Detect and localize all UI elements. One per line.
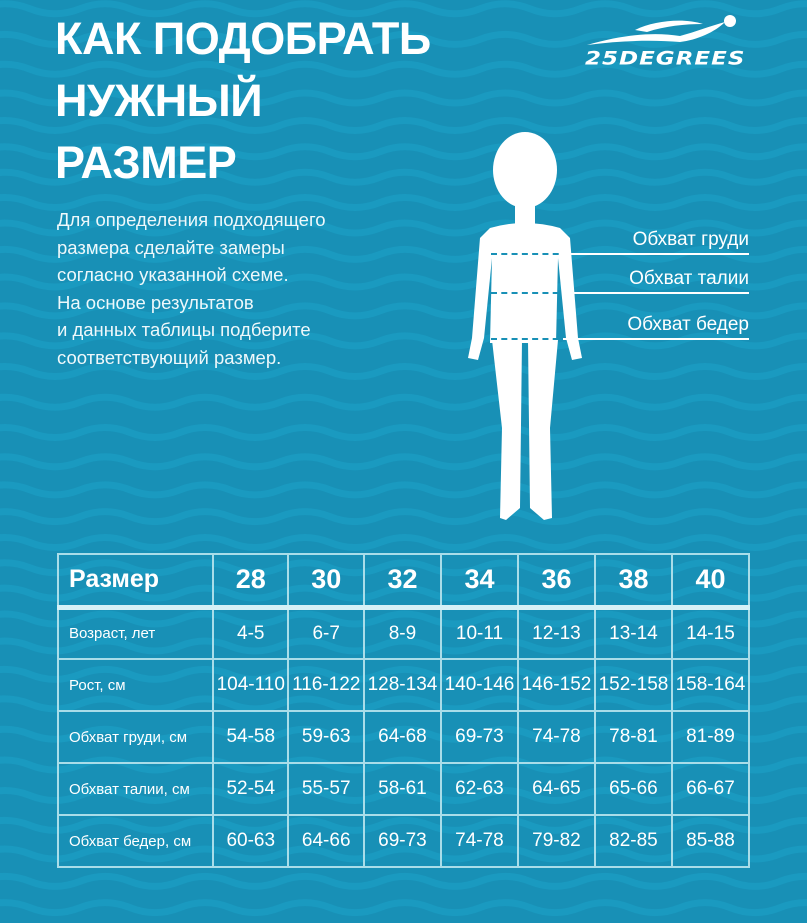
- table-cell: 74-78: [516, 710, 596, 764]
- table-cell: 38: [593, 553, 673, 610]
- table-cell: 69-73: [439, 710, 519, 764]
- description-line: согласно указанной схеме.: [57, 264, 289, 285]
- row-label: Возраст, лет: [57, 606, 214, 660]
- page-title: КАК ПОДОБРАТЬ НУЖНЫЙ РАЗМЕР: [55, 8, 431, 194]
- table-row: Рост, см 104-110 116-122 128-134 140-146 146-…: [57, 658, 751, 712]
- table-cell: 158-164: [670, 658, 751, 712]
- table-cell: 69-73: [362, 814, 442, 868]
- chest-label: Обхват груди: [632, 229, 749, 250]
- table-cell: 54-58: [211, 710, 290, 764]
- title-line: РАЗМЕР: [55, 137, 237, 188]
- table-cell: 4-5: [211, 606, 290, 660]
- table-cell: 30: [287, 553, 365, 610]
- table-cell: 34: [439, 553, 519, 610]
- title-line: КАК ПОДОБРАТЬ: [55, 13, 431, 64]
- swimmer-logo-icon: [587, 15, 736, 45]
- table-cell: 81-89: [670, 710, 751, 764]
- table-cell: 82-85: [593, 814, 673, 868]
- pointer-line: [563, 338, 749, 340]
- table-cell: 116-122: [287, 658, 365, 712]
- description-line: На основе результатов: [57, 291, 254, 313]
- table-cell: 8-9: [362, 606, 442, 660]
- description-line: соответствующий размер.: [57, 346, 282, 368]
- table-row: Возраст, лет 4-5 6-7 8-9 10-11 12-13 13-14 14-1…: [57, 606, 751, 660]
- table-cell: 6-7: [287, 606, 365, 660]
- table-cell: 128-134: [362, 658, 442, 712]
- description-line: размера сделайте замеры: [57, 236, 285, 258]
- row-label: Обхват талии, см: [57, 762, 214, 816]
- child-silhouette: [468, 132, 582, 520]
- table-cell: 28: [211, 553, 290, 610]
- brand-name: 25DEGREES: [585, 48, 746, 70]
- size-table: Размер 28 30 32 34 36 38 40 Возраст, лет 4-5 6-7 8-…: [57, 553, 751, 868]
- table-cell: 64-66: [287, 814, 365, 868]
- table-cell: 32: [362, 553, 442, 610]
- table-cell: 13-14: [593, 606, 673, 660]
- table-cell: 52-54: [211, 762, 290, 816]
- table-cell: 79-82: [516, 814, 596, 868]
- row-label: Размер: [57, 553, 214, 610]
- table-cell: 140-146: [439, 658, 519, 712]
- chest-line: [491, 253, 569, 255]
- table-cell: 152-158: [593, 658, 673, 712]
- table-row: Обхват талии, см 52-54 55-57 58-61 62-63 64-6…: [57, 762, 751, 816]
- table-cell: 14-15: [670, 606, 751, 660]
- waist-label: Обхват талии: [629, 268, 749, 289]
- table-header-row: Размер 28 30 32 34 36 38 40: [57, 553, 751, 610]
- table-cell: 62-63: [439, 762, 519, 816]
- table-cell: 74-78: [439, 814, 519, 868]
- table-cell: 66-67: [670, 762, 751, 816]
- description-line: и данных таблицы подберите: [57, 319, 311, 340]
- table-cell: 65-66: [593, 762, 673, 816]
- table-cell: 85-88: [670, 814, 751, 868]
- table-row: Обхват бедер, см 60-63 64-66 69-73 74-78 79-8…: [57, 814, 751, 868]
- hips-line: [491, 338, 569, 340]
- table-cell: 59-63: [287, 710, 365, 764]
- table-cell: 64-65: [516, 762, 596, 816]
- table-cell: 12-13: [516, 606, 596, 660]
- table-cell: 40: [670, 553, 751, 610]
- hips-label: Обхват бедер: [627, 314, 749, 335]
- table-cell: 146-152: [516, 658, 596, 712]
- description: Для определения подходящего размера сдел…: [57, 206, 326, 371]
- table-cell: 10-11: [439, 606, 519, 660]
- table-row: Обхват груди, см 54-58 59-63 64-68 69-73 74-7…: [57, 710, 751, 764]
- pointer-line: [563, 253, 749, 255]
- row-label: Рост, см: [57, 658, 214, 712]
- table-cell: 64-68: [362, 710, 442, 764]
- waist-line: [491, 292, 569, 294]
- row-label: Обхват груди, см: [57, 710, 214, 764]
- table-cell: 60-63: [211, 814, 290, 868]
- title-line: НУЖНЫЙ: [55, 75, 263, 126]
- table-cell: 55-57: [287, 762, 365, 816]
- table-cell: 104-110: [211, 658, 290, 712]
- row-label: Обхват бедер, см: [57, 814, 214, 868]
- pointer-line: [563, 292, 749, 294]
- table-cell: 58-61: [362, 762, 442, 816]
- table-cell: 78-81: [593, 710, 673, 764]
- description-line: Для определения подходящего: [57, 209, 326, 230]
- table-cell: 36: [516, 553, 596, 610]
